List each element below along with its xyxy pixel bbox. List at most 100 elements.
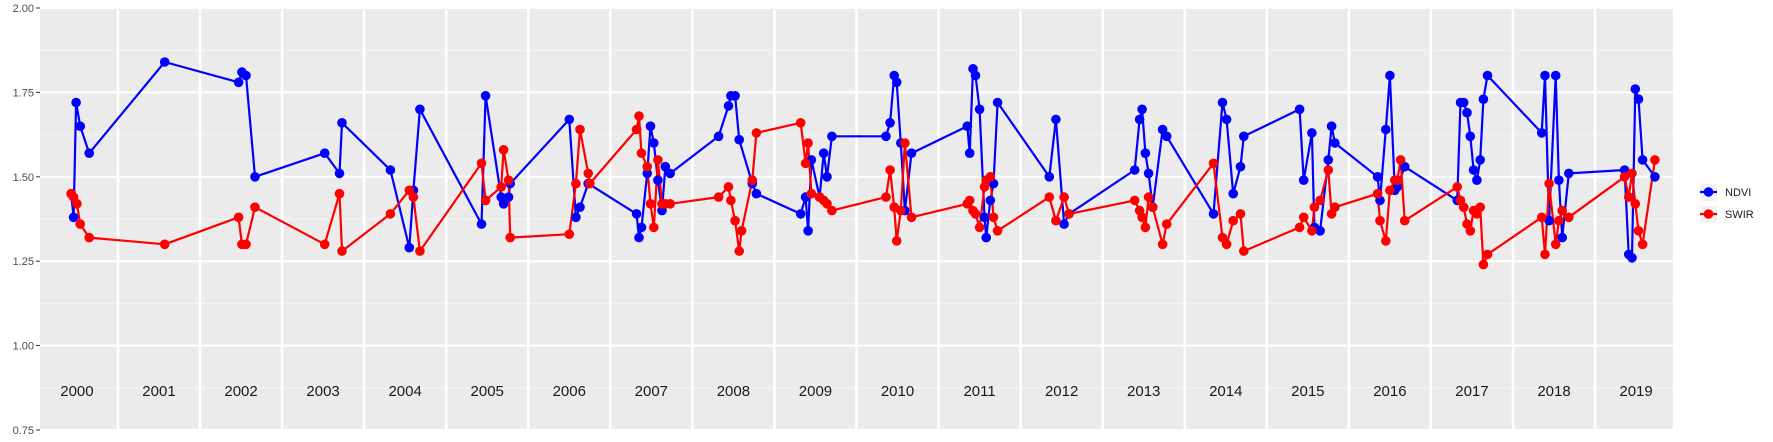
year-label: 2011 — [963, 383, 995, 400]
year-label: 2007 — [635, 383, 668, 400]
data-point-swir — [1475, 202, 1485, 212]
data-point-ndvi — [1540, 70, 1550, 81]
data-point-swir — [1372, 188, 1383, 199]
y-tick-label: 1.75 — [13, 87, 34, 99]
y-tick-label: 0.75 — [13, 425, 34, 437]
data-point-ndvi — [1228, 188, 1238, 199]
data-point-ndvi — [233, 77, 244, 88]
data-point-swir — [1298, 212, 1309, 223]
data-point-swir — [723, 182, 734, 192]
data-point-swir — [1478, 259, 1489, 270]
data-point-swir — [1330, 202, 1340, 212]
data-point-ndvi — [1637, 155, 1648, 165]
data-point-ndvi — [1462, 107, 1472, 118]
data-point-swir — [575, 124, 585, 135]
data-point-ndvi — [1630, 84, 1641, 94]
data-point-ndvi — [891, 77, 902, 88]
data-point-swir — [1161, 219, 1172, 229]
data-point-ndvi — [974, 104, 985, 115]
year-label: 2017 — [1455, 383, 1488, 400]
data-point-ndvi — [734, 134, 744, 145]
legend-label-swir: SWIR — [1725, 209, 1754, 221]
data-point-ndvi — [498, 199, 509, 209]
year-label: 2018 — [1537, 383, 1570, 400]
data-point-ndvi — [1161, 131, 1172, 142]
data-point-ndvi — [1307, 128, 1317, 138]
data-point-swir — [337, 246, 347, 256]
data-point-swir — [1044, 192, 1055, 202]
data-point-swir — [900, 138, 910, 148]
data-point-ndvi — [480, 91, 491, 101]
year-label: 2005 — [471, 383, 504, 400]
data-point-swir — [1458, 202, 1469, 212]
data-point-swir — [1550, 239, 1561, 250]
data-point-ndvi — [1221, 114, 1232, 125]
data-point-swir — [634, 111, 644, 121]
data-point-ndvi — [1143, 168, 1154, 179]
data-point-ndvi — [71, 97, 81, 108]
data-point-swir — [1147, 202, 1158, 212]
data-point-ndvi — [385, 165, 396, 175]
year-label: 2010 — [881, 383, 914, 400]
data-point-ndvi — [503, 192, 514, 202]
data-point-ndvi — [827, 131, 837, 142]
data-point-ndvi — [415, 104, 425, 115]
y-tick-label: 1.00 — [13, 341, 34, 353]
data-point-swir — [1540, 249, 1550, 260]
data-point-swir — [1375, 215, 1385, 226]
data-point-ndvi — [992, 97, 1003, 108]
data-point-swir — [985, 172, 996, 182]
data-point-ndvi — [964, 148, 975, 158]
data-point-ndvi — [571, 212, 581, 223]
data-point-swir — [1307, 226, 1317, 236]
data-point-ndvi — [1381, 124, 1391, 135]
data-point-ndvi — [631, 209, 642, 219]
data-point-swir — [1554, 215, 1564, 226]
data-point-swir — [385, 209, 396, 219]
data-point-ndvi — [1633, 94, 1644, 104]
year-label: 2001 — [142, 383, 175, 400]
data-point-swir — [1544, 178, 1554, 189]
data-point-ndvi — [337, 118, 347, 128]
data-point-ndvi — [68, 212, 79, 223]
data-point-ndvi — [241, 70, 251, 81]
data-point-ndvi — [1544, 215, 1554, 226]
data-point-swir — [1051, 215, 1061, 226]
y-axis: 0.75 1.00 1.25 1.50 1.75 2.00 — [13, 3, 40, 437]
series-points — [66, 57, 1660, 270]
data-point-swir — [334, 188, 345, 199]
year-label: 2002 — [224, 383, 257, 400]
data-point-swir — [795, 118, 806, 128]
data-point-ndvi — [660, 161, 671, 172]
data-point-swir — [649, 222, 659, 233]
year-label: 2012 — [1045, 383, 1078, 400]
data-point-ndvi — [1554, 175, 1564, 185]
year-label: 2015 — [1291, 383, 1324, 400]
data-point-swir — [1221, 239, 1232, 250]
year-label: 2013 — [1127, 383, 1160, 400]
data-point-swir — [896, 205, 906, 216]
data-point-swir — [233, 212, 244, 223]
data-point-ndvi — [1372, 172, 1383, 182]
data-point-swir — [1323, 165, 1334, 175]
data-point-swir — [1465, 226, 1476, 236]
data-point-ndvi — [1217, 97, 1228, 108]
data-point-swir — [636, 148, 647, 158]
data-point-swir — [885, 165, 895, 175]
data-point-swir — [1633, 226, 1644, 236]
data-point-swir — [408, 192, 419, 202]
data-point-swir — [1392, 175, 1403, 185]
data-point-swir — [992, 226, 1003, 236]
data-point-ndvi — [653, 175, 663, 185]
data-point-ndvi — [84, 148, 94, 158]
data-point-swir — [891, 236, 902, 246]
data-point-swir — [822, 199, 832, 209]
data-point-swir — [1381, 236, 1391, 246]
data-point-ndvi — [730, 91, 740, 101]
data-point-ndvi — [1650, 172, 1660, 182]
data-point-swir — [1239, 246, 1249, 256]
data-point-swir — [751, 128, 762, 138]
data-point-swir — [1137, 212, 1147, 223]
data-point-swir — [1564, 212, 1574, 223]
data-point-ndvi — [159, 57, 170, 67]
